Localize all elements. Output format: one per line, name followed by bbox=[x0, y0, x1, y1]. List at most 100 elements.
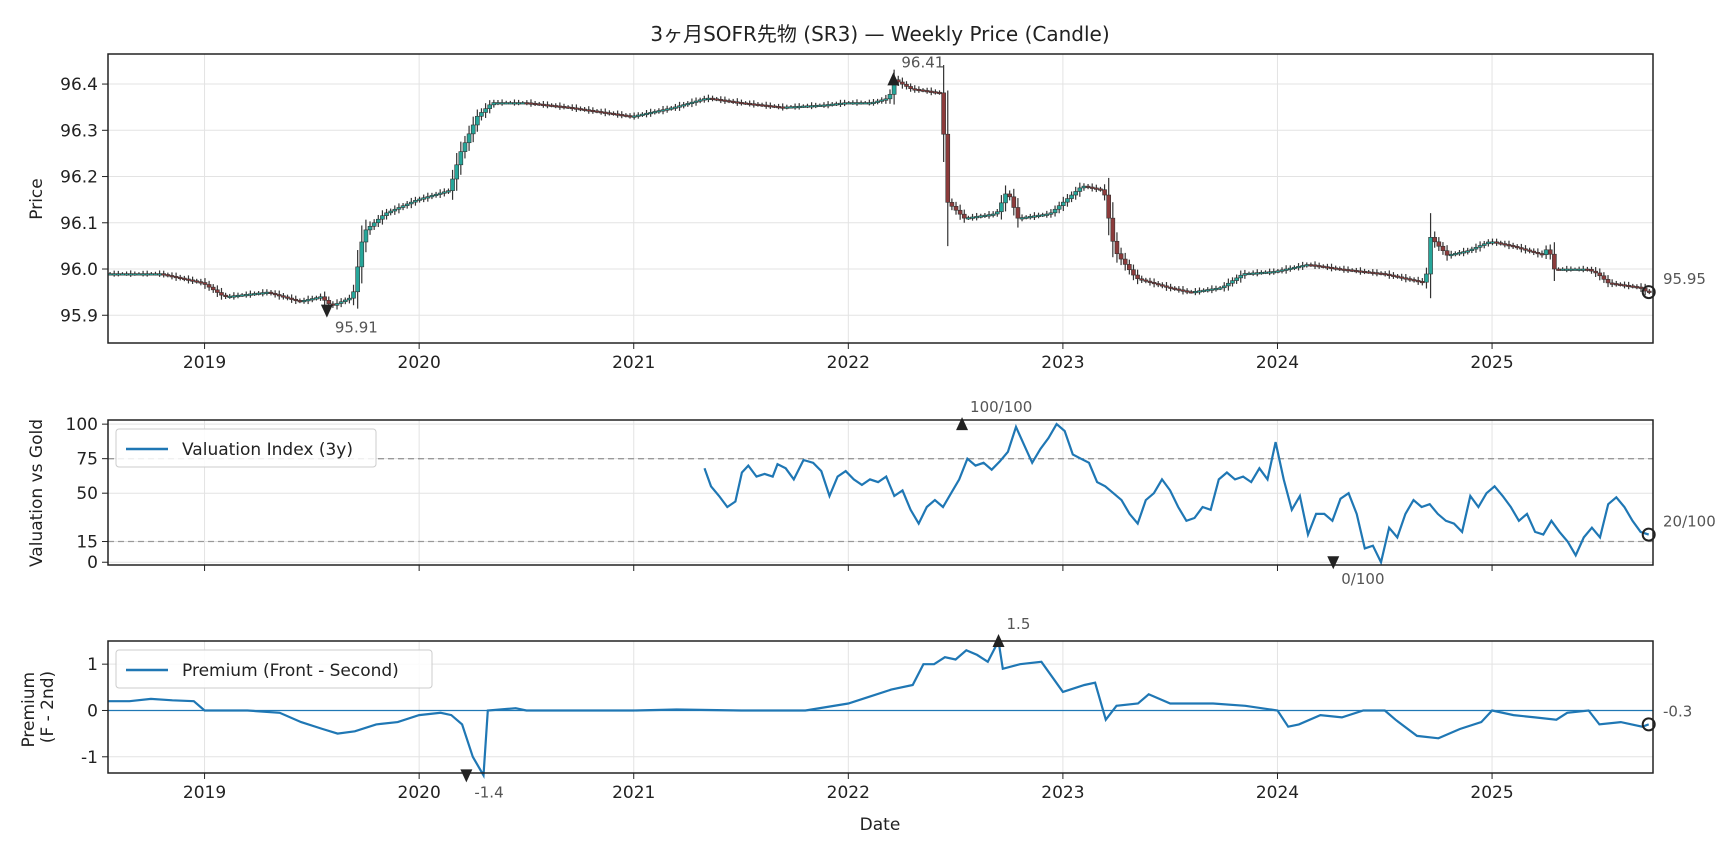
candle-body bbox=[545, 104, 550, 107]
candle-body bbox=[235, 294, 241, 298]
candle-body bbox=[487, 104, 493, 109]
candle-body bbox=[1188, 291, 1194, 294]
x-tick-label: 2022 bbox=[827, 353, 870, 373]
candle-body bbox=[475, 115, 480, 126]
candle-body bbox=[479, 112, 484, 117]
candle-body bbox=[681, 104, 686, 107]
candle-body bbox=[1506, 244, 1512, 247]
candle-body bbox=[1519, 247, 1524, 250]
candle-body bbox=[1127, 264, 1132, 271]
candle-body bbox=[1527, 249, 1532, 252]
candle-body bbox=[388, 210, 393, 214]
candle-body bbox=[190, 279, 195, 282]
x-tick-label: 2022 bbox=[827, 783, 870, 803]
x-tick-label: 2021 bbox=[612, 353, 655, 373]
annotation-label: -1.4 bbox=[474, 783, 503, 801]
candle-body bbox=[574, 107, 579, 110]
candle-body bbox=[289, 297, 294, 300]
candle-body bbox=[268, 291, 274, 294]
candle-body bbox=[367, 226, 373, 231]
candle-body bbox=[276, 294, 282, 297]
candle-body bbox=[994, 211, 1000, 215]
valuation-annotations: 100/100 0/100 20/100 bbox=[956, 398, 1716, 588]
candle-body bbox=[380, 215, 385, 220]
candle-body bbox=[755, 103, 761, 106]
candle-body bbox=[462, 142, 468, 152]
candle-body bbox=[371, 222, 377, 227]
candle-body bbox=[149, 273, 154, 276]
valuation-series bbox=[703, 422, 1650, 566]
x-tick-label: 2024 bbox=[1256, 353, 1299, 373]
y-tick-label: 96.1 bbox=[60, 214, 98, 234]
premium-y-label-line2: (F - 2nd) bbox=[38, 671, 58, 743]
candle-body bbox=[1432, 237, 1438, 243]
candle-body bbox=[697, 99, 703, 102]
candle-body bbox=[1411, 279, 1417, 282]
candle-body bbox=[602, 111, 608, 114]
candle-body bbox=[1230, 280, 1235, 284]
x-tick-label: 2024 bbox=[1256, 783, 1299, 803]
annotation-label: 96.41 bbox=[901, 53, 944, 71]
candle-body bbox=[260, 292, 266, 295]
candle-body bbox=[1077, 187, 1083, 192]
candle-body bbox=[186, 278, 191, 281]
candle-body bbox=[1292, 266, 1297, 270]
candle-body bbox=[198, 281, 204, 284]
valuation-x-ticks bbox=[204, 565, 1493, 571]
x-tick-label: 2019 bbox=[183, 783, 226, 803]
premium-annotations: 1.5 -1.4 -0.3 bbox=[460, 615, 1692, 801]
candle-body bbox=[648, 112, 653, 115]
candle-body bbox=[173, 276, 179, 279]
candle-body bbox=[735, 101, 740, 104]
candle-body bbox=[1267, 271, 1272, 274]
candle-body bbox=[1110, 217, 1116, 242]
candle-body bbox=[532, 102, 538, 106]
candle-body bbox=[1122, 258, 1128, 265]
candle-body bbox=[301, 300, 307, 303]
candle-body bbox=[528, 102, 534, 105]
candle-body bbox=[1407, 278, 1413, 281]
candle-body bbox=[1056, 205, 1062, 210]
price-annotations: 96.41 95.91 95.95 bbox=[320, 53, 1706, 337]
annotation-label: -0.3 bbox=[1663, 702, 1692, 720]
candle-body bbox=[1490, 241, 1495, 244]
candle-body bbox=[231, 295, 237, 298]
candle-body bbox=[128, 273, 133, 276]
premium-panel: 1.5 -1.4 -0.3 -1 0 1 2019 2020 2021 2022 2023 202… bbox=[19, 615, 1692, 835]
candle-body bbox=[404, 203, 410, 207]
y-tick-label: 96.0 bbox=[60, 260, 98, 280]
price-candles bbox=[107, 65, 1652, 310]
candle-body bbox=[598, 111, 604, 114]
annotation-max-marker bbox=[956, 417, 969, 431]
annotation-min-marker bbox=[460, 769, 473, 783]
candle-body bbox=[326, 300, 332, 305]
candle-body bbox=[640, 113, 645, 116]
candle-body bbox=[1638, 286, 1644, 289]
candle-body bbox=[1283, 268, 1289, 271]
annotation-label: 100/100 bbox=[970, 398, 1032, 416]
candle-body bbox=[1329, 266, 1334, 270]
candle-body bbox=[862, 102, 868, 105]
candle-body bbox=[879, 99, 885, 102]
candle-body bbox=[1552, 253, 1557, 270]
candle-body bbox=[293, 298, 299, 302]
candle-body bbox=[227, 295, 233, 298]
candle-body bbox=[1143, 279, 1149, 282]
y-tick-label: 15 bbox=[76, 533, 98, 553]
candle-body bbox=[759, 104, 765, 107]
candle-body bbox=[1193, 291, 1198, 294]
candle-body bbox=[957, 209, 963, 215]
candle-body bbox=[1613, 283, 1619, 286]
candle-body bbox=[1221, 285, 1227, 289]
candle-body bbox=[454, 164, 459, 180]
candle-body bbox=[421, 197, 426, 200]
candle-body bbox=[611, 112, 616, 116]
candle-body bbox=[153, 273, 158, 276]
candle-body bbox=[305, 299, 311, 302]
candle-body bbox=[1073, 191, 1078, 196]
candle-body bbox=[1568, 268, 1574, 271]
candle-body bbox=[916, 88, 922, 92]
candle-body bbox=[1572, 268, 1578, 271]
candle-body bbox=[169, 275, 175, 278]
